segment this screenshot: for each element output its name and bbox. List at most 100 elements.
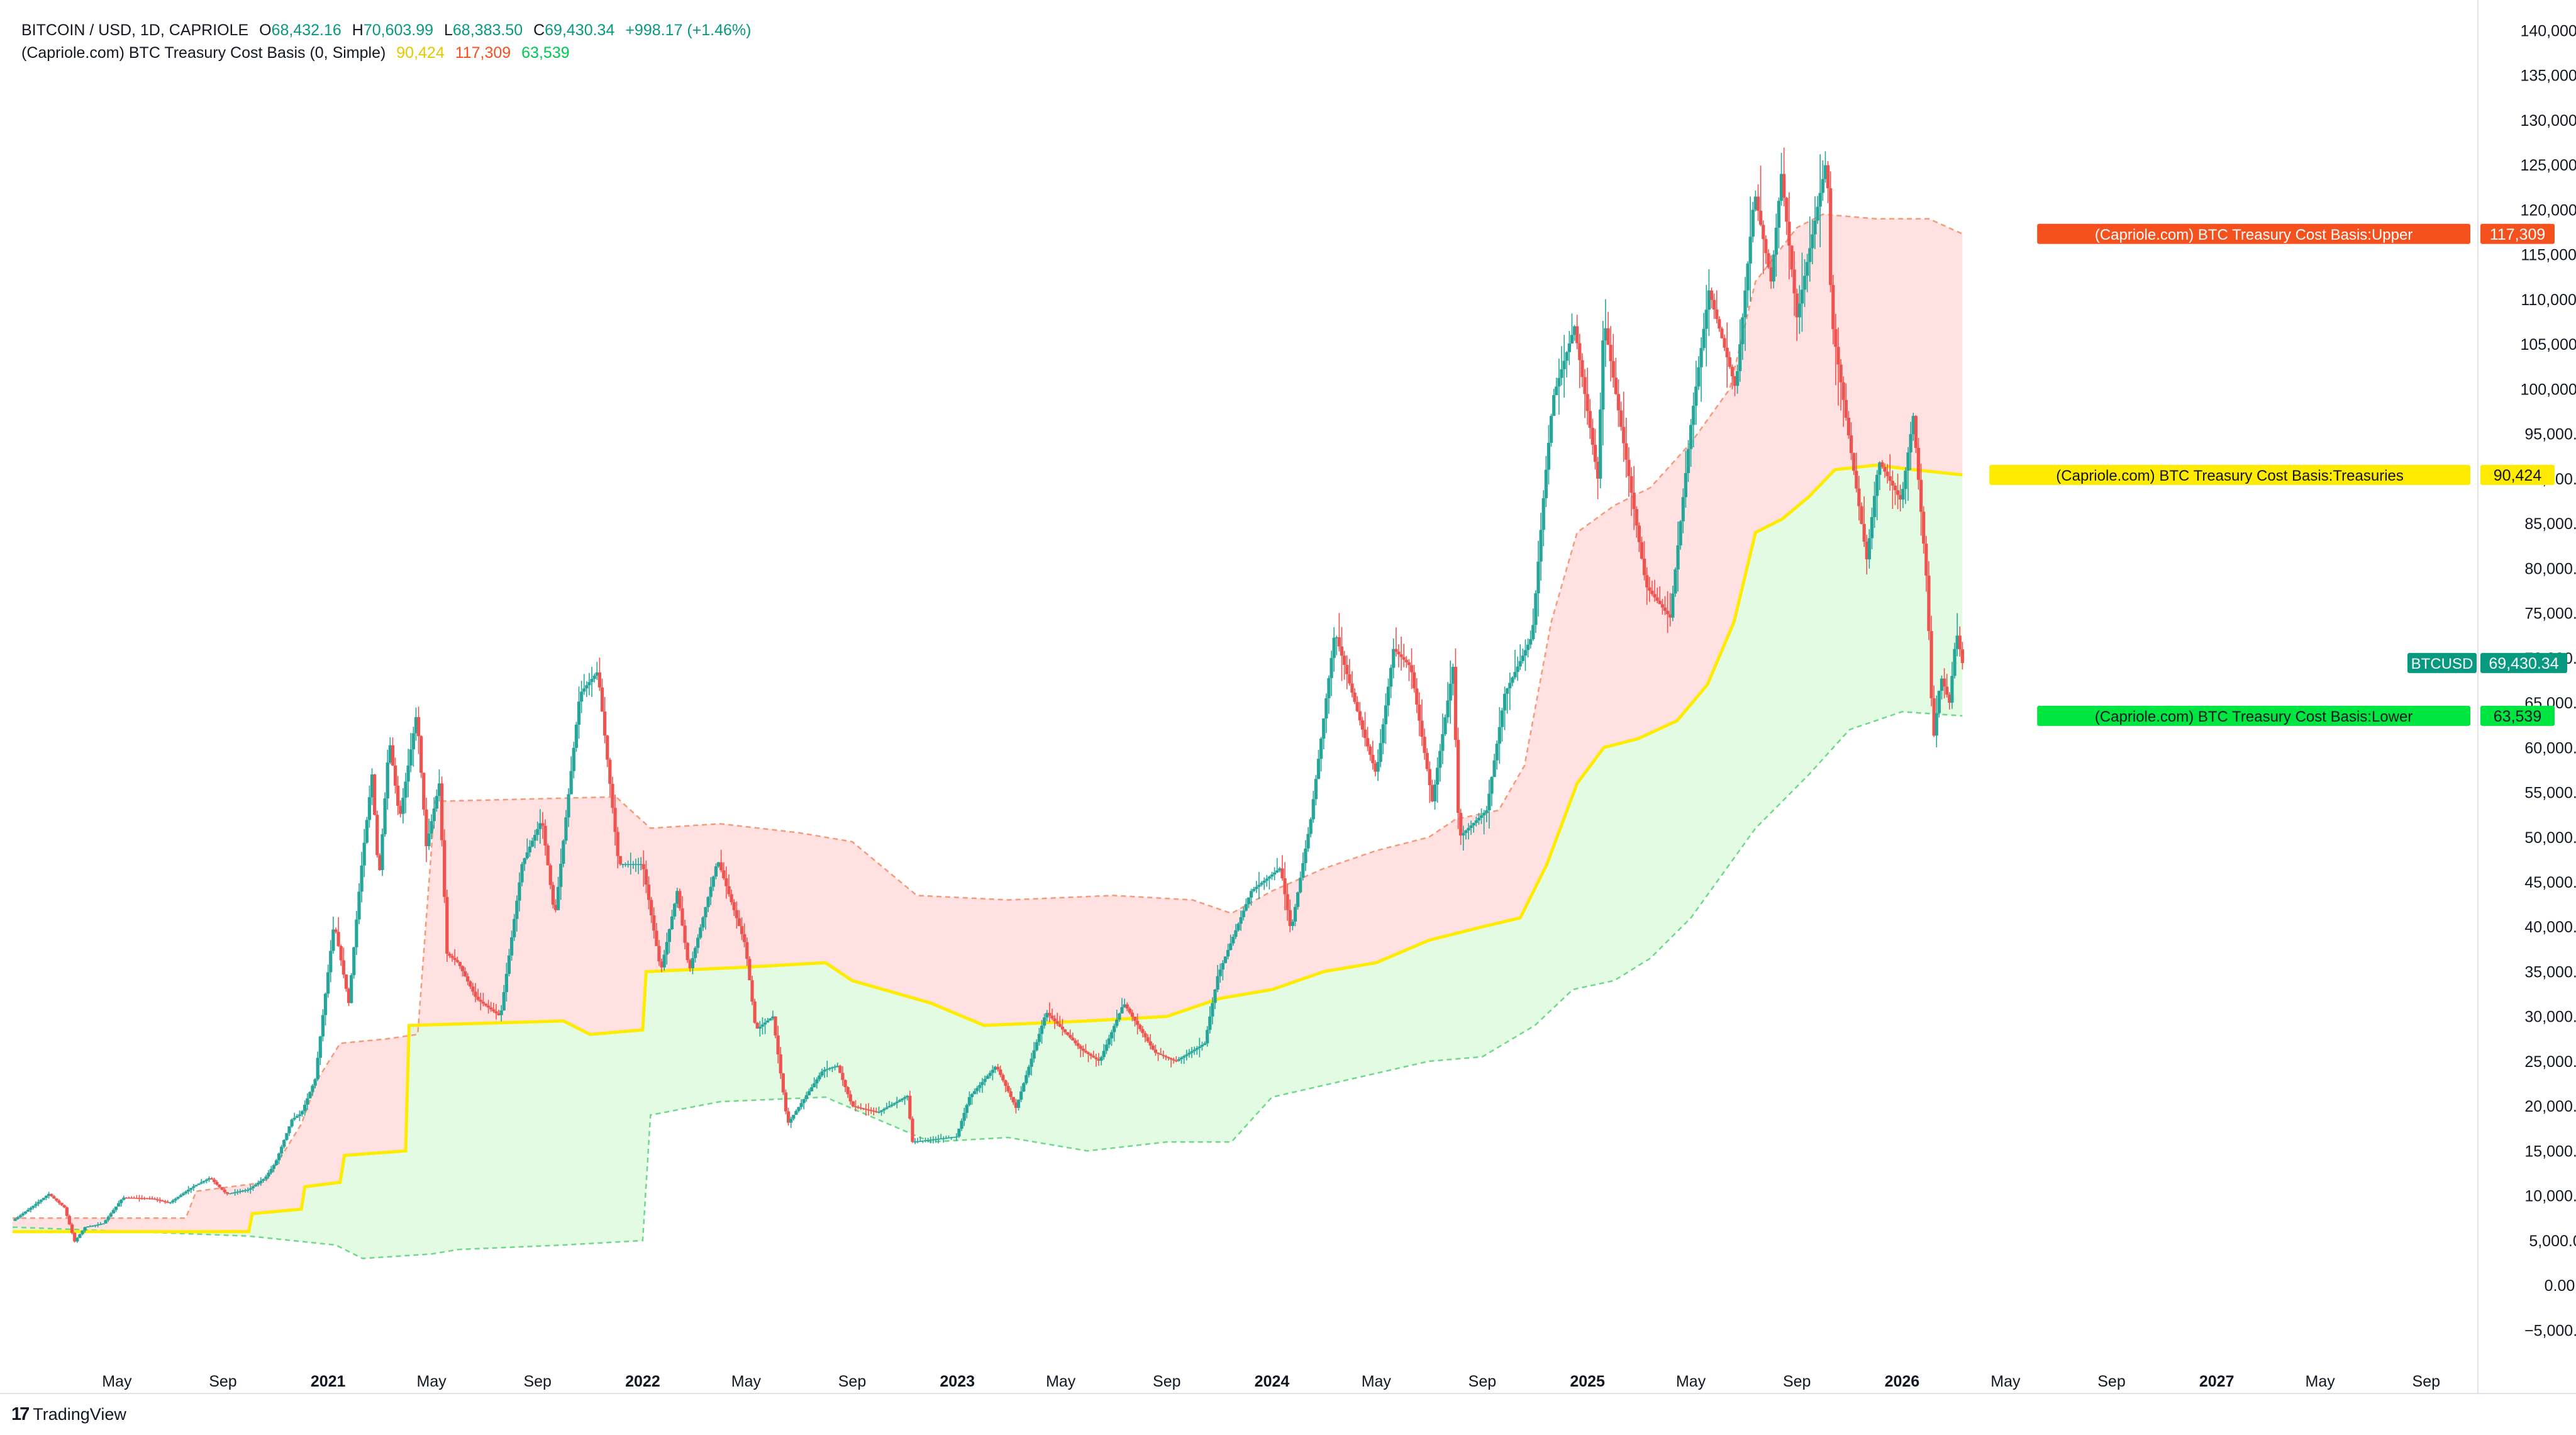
- candle-body: [404, 781, 408, 798]
- candle-body: [326, 972, 330, 994]
- candle-body: [1179, 1058, 1184, 1059]
- candle-body: [1316, 759, 1321, 779]
- candle-body: [1009, 1091, 1013, 1097]
- candle-body: [1534, 593, 1538, 625]
- candle-body: [1472, 823, 1475, 826]
- candle-body: [1231, 937, 1235, 944]
- candle-body: [199, 1182, 203, 1184]
- candle-body: [543, 825, 547, 846]
- y-axis[interactable]: 140,000.00 135,000.00 130,000.00 125,000.00…: [0, 0, 2576, 1394]
- candle-body: [1275, 870, 1279, 873]
- candle-body: [1829, 188, 1833, 286]
- candle-body: [1875, 474, 1879, 496]
- candle-body: [1001, 1075, 1005, 1081]
- candle-body: [1022, 1083, 1026, 1092]
- candle-body: [1715, 310, 1719, 320]
- candle-body: [125, 1197, 128, 1199]
- candle-body: [1818, 193, 1822, 207]
- candle-body: [1890, 481, 1894, 486]
- candle-body: [463, 971, 467, 976]
- candle-body: [557, 886, 560, 910]
- candle-body: [303, 1105, 307, 1112]
- candle-body: [980, 1081, 984, 1085]
- tradingview-logo[interactable]: 17 TradingView: [11, 1404, 126, 1425]
- candle-body: [1645, 575, 1649, 588]
- candle-body: [318, 1036, 322, 1058]
- candle-body: [1865, 541, 1868, 560]
- candle-body: [1565, 352, 1568, 361]
- candle-body: [781, 1073, 785, 1093]
- candle-body: [1311, 799, 1315, 820]
- candle-body: [766, 1020, 770, 1023]
- candle-body: [1546, 442, 1551, 470]
- candle-body: [1792, 269, 1796, 294]
- candle-body: [1557, 377, 1561, 387]
- candle-body: [1813, 220, 1817, 235]
- candle-body: [1929, 631, 1933, 698]
- candle-body: [375, 815, 379, 856]
- candle-body: [1523, 650, 1528, 656]
- candle-body: [1402, 657, 1406, 660]
- candle-body: [1549, 416, 1553, 443]
- candle-body: [1104, 1044, 1108, 1051]
- indicator-title[interactable]: (Capriole.com) BTC Treasury Cost Basis (…: [21, 44, 386, 62]
- y-tick-label: 105,000.00: [2520, 336, 2576, 354]
- x-tick-label: 2021: [311, 1373, 346, 1390]
- tradingview-logo-icon: 17: [11, 1404, 30, 1424]
- candle-body: [1474, 820, 1478, 824]
- candle-body: [26, 1210, 30, 1212]
- price-candles: [13, 147, 1964, 1243]
- candle-body: [779, 1054, 782, 1074]
- candle-body: [657, 946, 661, 962]
- candle-body: [655, 930, 658, 946]
- candle-body: [978, 1085, 982, 1088]
- y-tick-label: 25,000.00: [2524, 1053, 2576, 1071]
- indicator-legend[interactable]: (Capriole.com) BTC Treasury Cost Basis (…: [21, 44, 576, 62]
- candle-body: [789, 1119, 793, 1123]
- candle-body: [1296, 892, 1300, 907]
- candle-body: [455, 959, 459, 963]
- candle-body: [1019, 1091, 1023, 1100]
- candle-body: [492, 1009, 496, 1012]
- candle-body: [430, 821, 433, 834]
- x-axis[interactable]: May Sep 2021 May Sep 2022 May Sep 2023 May Sep 2024…: [102, 1373, 2440, 1390]
- candle-body: [931, 1139, 935, 1141]
- candle-body: [1544, 469, 1548, 498]
- candle-body: [797, 1107, 801, 1111]
- candle-body: [334, 929, 338, 932]
- symbol-title[interactable]: BITCOIN / USD, 1D, CAPRIOLE: [21, 21, 249, 39]
- candle-body: [647, 885, 651, 900]
- candle-body: [631, 864, 635, 866]
- candle-body: [1185, 1054, 1189, 1056]
- candle-body: [1102, 1051, 1106, 1058]
- candle-body: [1844, 399, 1848, 418]
- candle-body: [1016, 1099, 1021, 1108]
- candle-body: [109, 1213, 113, 1217]
- candle-body: [1834, 329, 1838, 347]
- candle-body: [1660, 604, 1664, 608]
- y-tick-label: 60,000.00: [2524, 739, 2576, 757]
- candle-body: [1872, 496, 1877, 517]
- candle-body: [1697, 367, 1701, 387]
- candle-body: [1730, 367, 1735, 377]
- candle-body: [155, 1199, 159, 1200]
- x-tick-label: Sep: [2412, 1373, 2440, 1390]
- x-tick-label: Sep: [1783, 1373, 1811, 1390]
- candle-body: [445, 896, 449, 954]
- candle-body: [1213, 989, 1217, 1003]
- symbol-legend[interactable]: BITCOIN / USD, 1D, CAPRIOLE O68,432.16 H…: [21, 21, 757, 40]
- candle-body: [34, 1203, 38, 1206]
- candle-body: [1616, 394, 1621, 411]
- candle-body: [329, 951, 333, 973]
- candle-body: [908, 1095, 912, 1119]
- candle-body: [851, 1101, 855, 1107]
- candle-body: [585, 685, 589, 689]
- candle-body: [1635, 509, 1638, 526]
- candle-body: [1174, 1060, 1178, 1062]
- candle-body: [1836, 347, 1840, 365]
- candle-body: [1407, 662, 1411, 666]
- candle-body: [1156, 1053, 1160, 1054]
- candle-body: [1689, 425, 1693, 449]
- candle-body: [941, 1138, 945, 1139]
